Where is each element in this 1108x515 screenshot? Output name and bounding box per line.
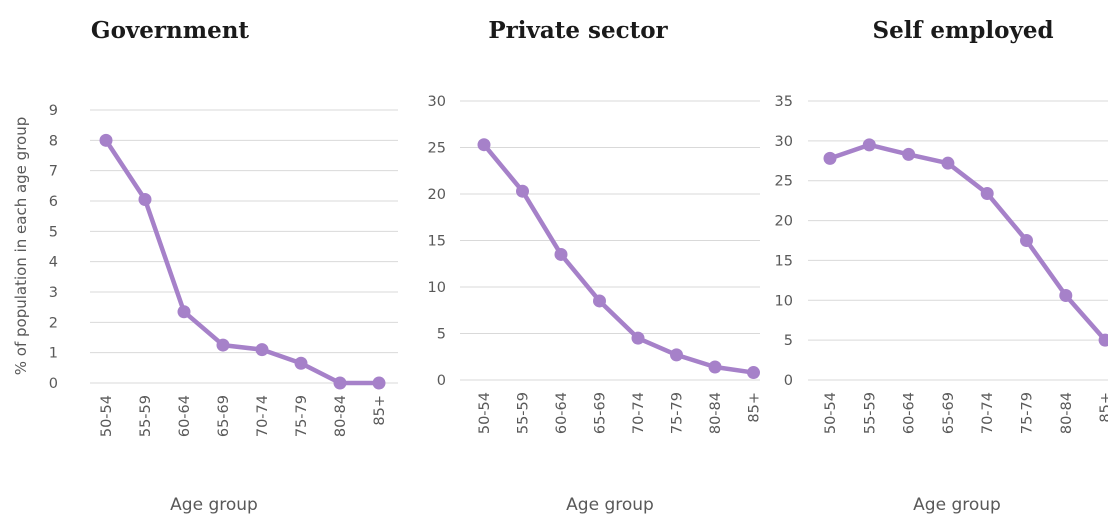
x-tick-label: 85+ xyxy=(747,392,763,423)
data-point xyxy=(294,356,308,370)
data-point xyxy=(138,192,152,206)
data-point xyxy=(255,343,269,357)
y-tick-label: 15 xyxy=(775,253,793,269)
x-tick-label: 55-59 xyxy=(516,392,532,434)
x-tick-label: 50-54 xyxy=(477,392,493,434)
y-tick-label: 6 xyxy=(49,194,58,210)
data-point xyxy=(980,186,994,200)
series-line xyxy=(827,142,1108,343)
x-tick-label: 85+ xyxy=(1098,392,1108,423)
y-tick-label: 7 xyxy=(49,164,58,180)
y-tick-label: 9 xyxy=(49,103,58,119)
data-point xyxy=(1098,333,1108,347)
data-point xyxy=(177,305,191,319)
y-tick-label: 5 xyxy=(784,333,793,349)
y-tick-label: 2 xyxy=(49,315,58,331)
x-tick-label: 80-84 xyxy=(1059,392,1075,434)
data-point xyxy=(216,338,230,352)
y-tick-label: 30 xyxy=(775,134,793,150)
y-tick-label: 20 xyxy=(428,187,446,203)
data-point xyxy=(862,138,876,152)
x-tick-label: 50-54 xyxy=(99,395,115,437)
data-point xyxy=(516,184,529,198)
chart-title: Self employed xyxy=(872,17,1053,44)
chart-title: Private sector xyxy=(488,17,668,44)
x-tick-label: 80-84 xyxy=(333,395,349,437)
x-tick-label: 65-69 xyxy=(941,392,957,434)
y-tick-label: 0 xyxy=(49,376,58,392)
y-tick-label: 10 xyxy=(428,280,446,296)
y-tick-label: 5 xyxy=(437,327,446,343)
x-tick-label: 60-64 xyxy=(902,392,918,434)
y-tick-label: 35 xyxy=(775,94,793,110)
data-point xyxy=(902,147,916,161)
y-tick-label: 10 xyxy=(775,293,793,309)
x-tick-label: 75-79 xyxy=(670,392,686,434)
series-line xyxy=(481,142,756,375)
data-point xyxy=(823,151,837,165)
y-tick-label: 5 xyxy=(49,224,58,240)
chart-title: Government xyxy=(91,17,250,44)
data-point xyxy=(333,376,347,390)
x-tick-label: 50-54 xyxy=(823,392,839,434)
x-tick-label: 70-74 xyxy=(980,392,996,434)
data-point xyxy=(747,366,760,380)
data-point xyxy=(554,247,568,261)
x-tick-label: 70-74 xyxy=(631,392,647,434)
y-tick-label: 30 xyxy=(428,94,446,110)
x-tick-label: 65-69 xyxy=(593,392,609,434)
y-tick-label: 4 xyxy=(49,255,58,271)
data-point xyxy=(708,360,722,374)
x-tick-label: 60-64 xyxy=(177,395,193,437)
y-tick-label: 0 xyxy=(437,373,446,389)
x-tick-label: 60-64 xyxy=(554,392,570,434)
data-point xyxy=(1059,289,1073,303)
data-point xyxy=(941,156,955,170)
x-tick-label: 85+ xyxy=(372,395,388,426)
x-tick-label: 70-74 xyxy=(255,395,271,437)
y-tick-label: 8 xyxy=(49,133,58,149)
data-point xyxy=(99,133,113,147)
x-tick-label: 65-69 xyxy=(216,395,232,437)
x-tick-label: 55-59 xyxy=(138,395,154,437)
y-tick-label: 25 xyxy=(775,174,793,190)
data-point xyxy=(631,331,645,345)
data-point xyxy=(670,348,683,362)
x-tick-label: 55-59 xyxy=(862,392,878,434)
x-tick-label: 80-84 xyxy=(708,392,724,434)
x-axis-title: Age group xyxy=(170,495,258,515)
y-tick-label: 3 xyxy=(49,285,58,301)
y-tick-label: 20 xyxy=(775,214,793,230)
y-tick-label: 1 xyxy=(49,346,58,362)
x-tick-label: 75-79 xyxy=(294,395,310,437)
y-tick-label: 0 xyxy=(784,373,793,389)
series-line xyxy=(103,138,382,386)
data-point xyxy=(372,376,386,390)
y-tick-label: 15 xyxy=(428,234,446,250)
x-axis-title: Age group xyxy=(566,495,654,515)
x-tick-label: 75-79 xyxy=(1020,392,1036,434)
x-axis-title: Age group xyxy=(913,495,1001,515)
data-point xyxy=(477,138,491,152)
data-point xyxy=(593,294,606,308)
data-point xyxy=(1020,234,1033,247)
y-tick-label: 25 xyxy=(428,141,446,157)
y-axis-title: % of population in each age group xyxy=(12,117,30,376)
